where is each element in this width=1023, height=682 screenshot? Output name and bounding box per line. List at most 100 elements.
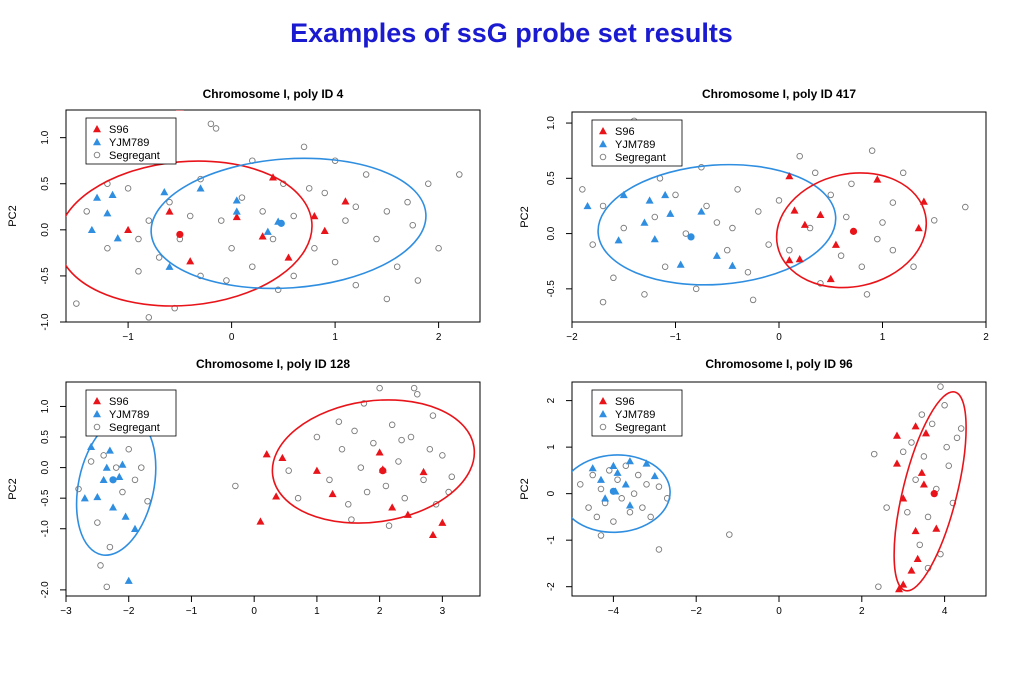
chart-panel-poly-96: Chromosome I, poly ID 96 PC2 -2 -1 0 1 2 −4 −2 0 2… (519, 357, 987, 617)
chart-title: Chromosome I, poly ID 4 (203, 87, 344, 101)
segregant-point (945, 462, 952, 469)
segregant-point (401, 494, 408, 502)
segregant-point (357, 464, 365, 471)
s96-point (165, 207, 174, 215)
s96-center-point (930, 490, 938, 498)
yjm789-point (93, 193, 102, 201)
y-tick-label: 1.0 (546, 116, 557, 130)
yjm789-point (712, 251, 721, 259)
y-tick-label: 0.5 (40, 430, 51, 444)
segregant-point (874, 235, 881, 243)
segregant-point (112, 464, 120, 471)
segregant-point (904, 509, 911, 516)
s96-point (419, 467, 428, 476)
s96-point (899, 580, 908, 588)
segregant-point (414, 277, 422, 284)
chart-title: Chromosome I, poly ID 417 (702, 87, 856, 101)
s96-ellipse (271, 399, 476, 524)
segregant-point (125, 446, 132, 453)
legend-label: Segregant (615, 422, 666, 434)
legend-label: S96 (615, 126, 635, 138)
legend-s96-symbol (599, 127, 607, 135)
segregant-point (957, 425, 965, 432)
s96-point (907, 566, 916, 574)
segregant-point (351, 427, 358, 435)
segregant-point (734, 186, 741, 193)
segregant-point (338, 446, 346, 453)
legend-label: Segregant (109, 150, 160, 162)
legend-label: S96 (109, 124, 129, 136)
legend-box (85, 117, 177, 165)
segregant-point (811, 169, 819, 177)
yjm789-point (232, 196, 241, 204)
segregant-point (937, 383, 944, 390)
y-axis-label: PC2 (519, 206, 531, 227)
page-title: Examples of ssG probe set results (290, 18, 733, 48)
s96-point (310, 212, 319, 220)
segregant-point (144, 497, 151, 505)
x-tick-label: −2 (123, 606, 135, 617)
yjm789-center-point (277, 219, 285, 227)
plot-area (572, 383, 967, 593)
s96-center-point (379, 467, 387, 475)
s96-point (258, 232, 267, 240)
s96-point (312, 466, 321, 474)
legend-label: YJM789 (615, 409, 655, 421)
segregant-point (962, 203, 969, 211)
segregant-point (723, 246, 731, 254)
x-tick-label: −2 (690, 606, 702, 617)
yjm789-point (619, 190, 628, 199)
yjm789-point (102, 463, 111, 471)
x-tick-label: −4 (608, 606, 620, 617)
segregant-point (599, 202, 607, 210)
yjm789-point (103, 209, 112, 217)
yjm789-point (728, 261, 737, 269)
yjm789-point (99, 475, 108, 484)
segregant-point (352, 281, 360, 289)
segregant-point (749, 296, 757, 304)
legend-segregant-symbol (599, 423, 607, 431)
y-tick-label: -0.5 (40, 489, 51, 507)
segregant-point (928, 420, 936, 428)
legend-yjm789-symbol (599, 140, 607, 148)
yjm789-point (609, 461, 618, 469)
segregant-point (610, 274, 617, 282)
yjm789-point (645, 196, 654, 204)
s96-point (256, 517, 265, 525)
s96-point (800, 220, 809, 228)
legend-s96-symbol (93, 397, 101, 405)
legend-label: YJM789 (109, 137, 149, 149)
segregant-point (269, 235, 277, 243)
plot-area (75, 384, 476, 591)
segregant-point (672, 191, 679, 199)
segregant-point (863, 291, 871, 298)
y-axis-label: PC2 (7, 478, 19, 499)
s96-point (895, 585, 904, 593)
yjm789-point (666, 209, 675, 217)
legend-box (85, 389, 177, 437)
s96-ellipse (66, 160, 313, 307)
x-tick-label: 0 (776, 606, 782, 617)
legend-segregant-symbol (599, 153, 607, 161)
y-tick-label: -2 (546, 582, 557, 591)
segregant-point (274, 286, 282, 293)
s96-point (919, 197, 928, 205)
s96-ellipse (775, 172, 928, 289)
y-axis-label: PC2 (519, 478, 531, 499)
segregant-point (360, 400, 368, 407)
segregant-point (630, 490, 638, 497)
segregant-point (87, 458, 95, 465)
s96-point (320, 226, 329, 234)
x-tick-label: 2 (436, 332, 442, 343)
segregant-point (145, 314, 153, 321)
segregant-point (916, 541, 924, 549)
segregant-point (655, 546, 663, 553)
segregant-point (610, 518, 617, 525)
legend-segregant-symbol (93, 423, 101, 431)
segregant-point (868, 147, 876, 154)
segregant-point (889, 199, 897, 206)
chart-panel-poly-128: Chromosome I, poly ID 128 PC2 -2.0 -1.0 -0.5… (7, 357, 481, 617)
segregant-point (622, 462, 630, 469)
segregant-point (73, 300, 80, 307)
segregant-point (305, 185, 313, 192)
